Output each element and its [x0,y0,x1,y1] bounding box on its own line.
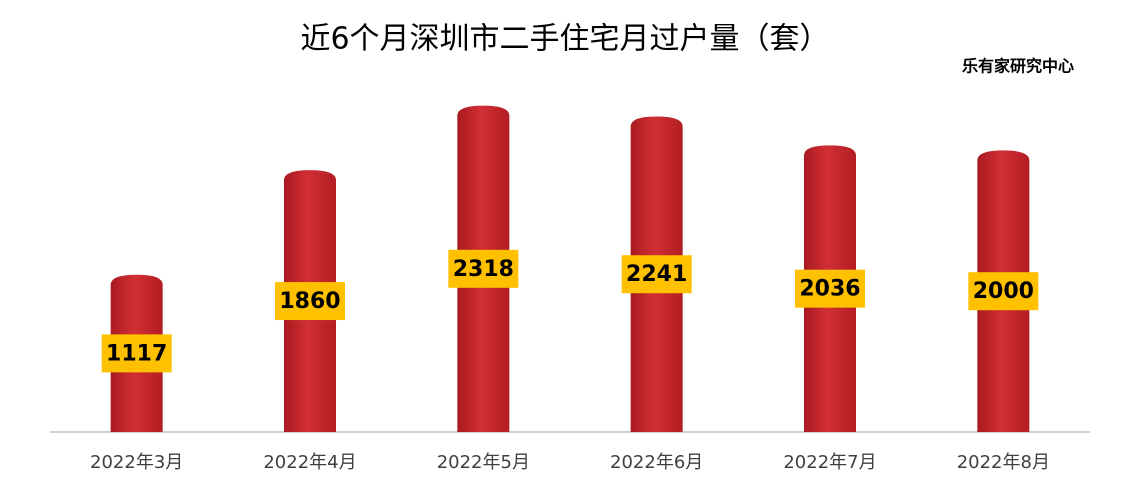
x-tick-label: 2022年6月 [610,452,703,473]
x-tick-label: 2022年7月 [783,452,876,473]
value-label: 2241 [626,262,687,287]
x-tick-label: 2022年4月 [263,452,356,473]
value-label-box [621,255,692,294]
value-label-box [968,272,1039,311]
x-tick-label: 2022年8月 [957,452,1050,473]
x-tick-label: 2022年5月 [437,452,530,473]
x-tick-label: 2022年3月 [90,452,183,473]
value-label: 2318 [453,257,514,282]
value-label-box [101,334,172,373]
value-label: 1860 [279,289,340,314]
chart-title: 近6个月深圳市二手住宅月过户量（套） [300,22,829,57]
value-label: 2000 [973,279,1034,304]
value-label-box [275,282,345,321]
value-label: 2036 [799,277,860,302]
value-label-box [448,249,519,288]
value-label: 1117 [106,341,167,366]
source-label: 乐有家研究中心 [962,57,1074,76]
value-label-box [795,269,865,308]
